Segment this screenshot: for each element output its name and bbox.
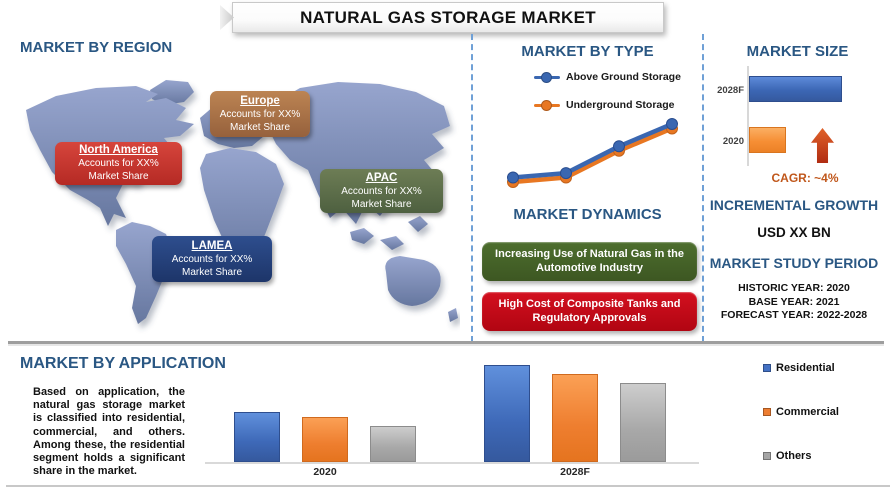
line-marker-icon [534,71,560,83]
type-section-heading: MARKET BY TYPE [521,43,654,60]
region-name: APAC [365,171,398,184]
application-paragraph: Based on application, the natural gas st… [33,386,185,478]
legend-label: Residential [776,362,835,374]
legend-residential: Residential [763,362,835,374]
bottom-divider [6,485,890,487]
size-bar-2020 [749,127,786,153]
region-share-line1: Accounts for XX% [78,158,159,169]
legend-underground-storage: Underground Storage [534,98,675,112]
data-point [507,171,519,184]
region-callout-lamea: LAMEA Accounts for XX% Market Share [152,236,272,282]
region-share-line1: Accounts for XX% [219,108,301,120]
region-share-line2: Market Share [181,266,243,278]
region-share-line2: Market Share [229,121,291,133]
size-section-heading: MARKET SIZE [746,43,849,60]
growth-arrow-icon [811,128,834,163]
region-callout-north-america: North America Accounts for XX% Market Sh… [55,142,182,185]
base-year: BASE YEAR: 2021 [748,295,840,308]
vertical-separator-right [702,34,704,342]
growth-section-heading: INCREMENTAL GROWTH [709,197,879,213]
legend-swatch-icon [763,364,771,372]
application-section-heading: MARKET BY APPLICATION [20,355,226,372]
size-bar-2028f [749,76,842,102]
legend-label: Others [776,450,812,462]
historic-year: HISTORIC YEAR: 2020 [738,282,850,294]
app-bar-commercial-2020 [302,417,348,462]
data-point [666,118,678,130]
application-category-2020: 2020 [313,466,337,478]
line-marker-icon [534,99,560,111]
legend-swatch-icon [763,452,771,460]
region-share-line1: Accounts for XX% [341,185,422,197]
dynamics-section-heading: MARKET DYNAMICS [513,206,662,223]
legend-swatch-icon [763,408,771,416]
size-bar-label-2028f: 2028F [717,85,744,96]
app-bar-others-2020 [370,426,416,462]
vertical-separator-left [471,34,473,342]
region-name: LAMEA [191,239,233,252]
app-bar-others-2028f [620,383,666,462]
region-callout-europe: Europe Accounts for XX% Market Share [210,91,310,137]
legend-label: Commercial [776,406,839,418]
type-line-chart [507,118,678,188]
incremental-growth-value: USD XX BN [757,225,831,240]
data-point [560,167,572,180]
region-share-line2: Market Share [351,198,412,210]
dynamics-driver-box: Increasing Use of Natural Gas in the Aut… [482,242,697,281]
horizontal-separator [8,341,884,344]
cagr-label: CAGR: ~4% [771,171,839,185]
title-banner: NATURAL GAS STORAGE MARKET [232,2,664,33]
application-bar-chart [205,358,699,462]
region-name: North America [79,144,158,156]
region-section-heading: MARKET BY REGION [20,39,173,56]
study-section-heading: MARKET STUDY PERIOD [709,255,879,271]
legend-label: Above Ground Storage [566,71,681,83]
legend-above-ground-storage: Above Ground Storage [534,70,681,84]
app-bar-commercial-2028f [552,374,598,462]
region-callout-apac: APAC Accounts for XX% Market Share [320,169,443,213]
app-bar-residential-2020 [234,412,280,462]
legend-others: Others [763,450,811,462]
dynamics-restraint-box: High Cost of Composite Tanks and Regulat… [482,292,697,331]
application-chart-axis [205,462,699,464]
app-bar-residential-2028f [484,365,530,462]
region-share-line1: Accounts for XX% [171,253,253,265]
application-category-2028f: 2028F [560,466,590,478]
marker-dot-icon [541,99,552,111]
marker-dot-icon [541,71,552,83]
forecast-year: FORECAST YEAR: 2022-2028 [720,309,868,321]
size-chart-axis [747,66,749,166]
data-point [613,140,625,153]
region-share-line2: Market Share [88,171,149,182]
study-period-lines: HISTORIC YEAR: 2020 BASE YEAR: 2021 FORE… [698,282,890,323]
legend-label: Underground Storage [566,99,675,111]
size-bar-label-2020: 2020 [722,136,744,147]
page-title: NATURAL GAS STORAGE MARKET [300,7,596,27]
region-name: Europe [240,94,280,107]
legend-commercial: Commercial [763,406,839,418]
